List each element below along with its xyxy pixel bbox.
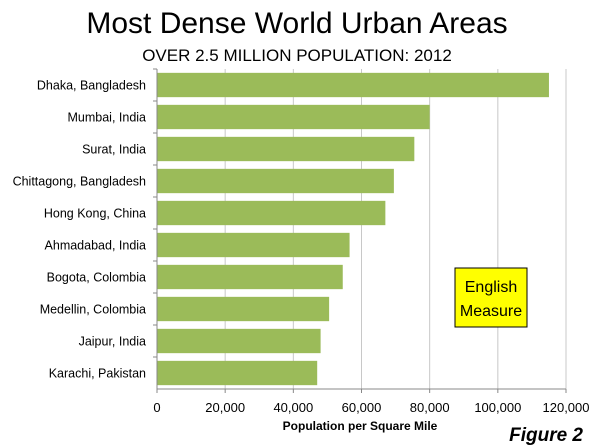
category-label: Dhaka, Bangladesh (37, 79, 146, 93)
x-tick-label: 120,000 (543, 400, 590, 415)
bar (157, 136, 415, 162)
x-tick-labels: 0 20,000 40,000 60,000 80,000 100,000 120,000 (153, 400, 589, 415)
bar (157, 328, 321, 354)
category-label: Surat, India (82, 143, 146, 157)
x-tick-label: 0 (153, 400, 160, 415)
chart-title: Most Dense World Urban Areas (86, 7, 507, 40)
category-label: Ahmadabad, India (45, 239, 147, 253)
x-tick-label: 20,000 (205, 400, 245, 415)
bar (157, 264, 343, 290)
bars (157, 72, 549, 386)
category-label: Chittagong, Bangladesh (13, 175, 146, 189)
bar (157, 296, 330, 322)
category-label: Jaipur, India (79, 335, 146, 349)
callout-line-2: Measure (460, 303, 522, 320)
x-tick-label: 100,000 (474, 400, 521, 415)
category-label: Medellin, Colombia (40, 303, 146, 317)
category-label: Mumbai, India (67, 111, 146, 125)
plot-area (153, 68, 567, 393)
bar (157, 200, 386, 226)
category-label: Karachi, Pakistan (49, 367, 146, 381)
chart-subtitle: OVER 2.5 MILLION POPULATION: 2012 (142, 46, 452, 65)
x-tick-label: 80,000 (410, 400, 450, 415)
x-axis-title: Population per Square Mile (283, 419, 438, 433)
category-label: Hong Kong, China (44, 207, 146, 221)
bar (157, 232, 350, 258)
callout-box (454, 267, 528, 328)
english-measure-callout: English Measure (454, 267, 528, 328)
callout-line-1: English (465, 279, 517, 296)
category-label: Bogota, Colombia (47, 271, 146, 285)
axes (153, 68, 567, 393)
category-labels: Dhaka, Bangladesh Mumbai, India Surat, Ind… (13, 79, 146, 381)
bar (157, 104, 430, 130)
x-tick-label: 60,000 (342, 400, 382, 415)
bar (157, 72, 549, 98)
x-tick-label: 40,000 (273, 400, 313, 415)
bar (157, 360, 318, 386)
bar (157, 168, 394, 194)
figure-label: Figure 2 (509, 425, 583, 445)
